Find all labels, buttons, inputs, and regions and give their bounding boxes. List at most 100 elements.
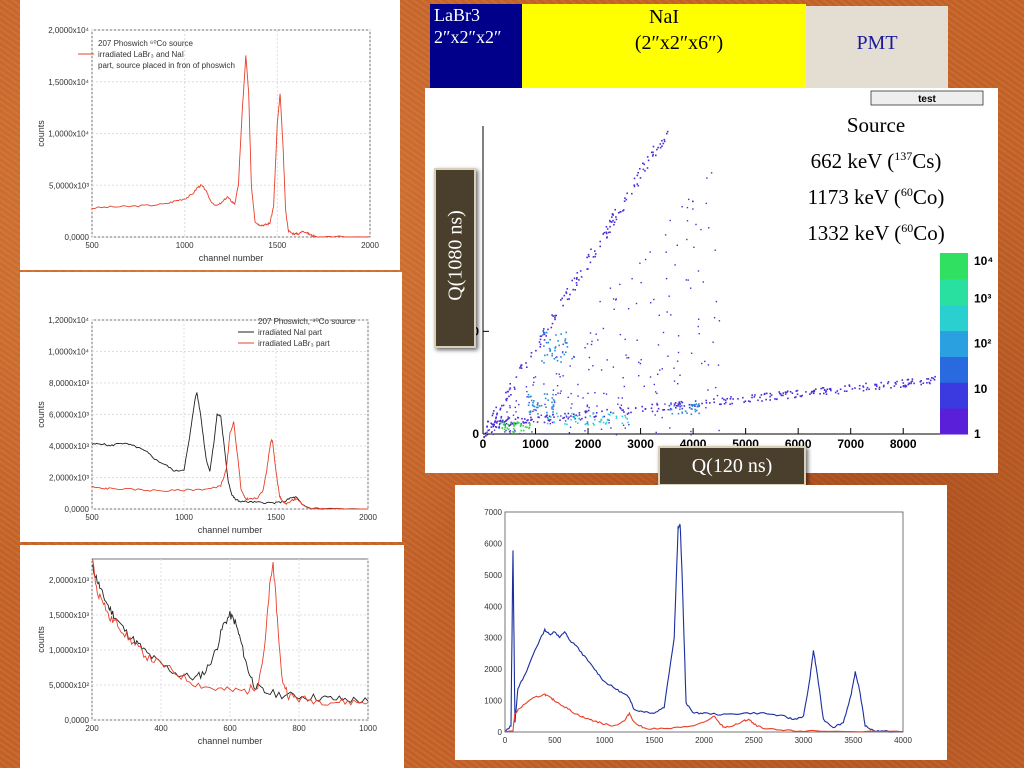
scatter-point [577, 395, 579, 397]
scatter-point [609, 287, 612, 289]
scatter-point [640, 359, 642, 361]
scatter-point [690, 430, 692, 433]
scatter-point [910, 382, 912, 385]
scatter-point [681, 407, 684, 410]
scatter-point [512, 427, 515, 430]
scatter-point [566, 298, 569, 301]
scatter-point [615, 298, 617, 300]
scatter-point [552, 413, 554, 415]
scatter-point [527, 393, 530, 396]
scatter-point [626, 357, 628, 359]
scatter-point [508, 425, 510, 427]
color-scale-segment [940, 253, 968, 280]
series-line-1 [91, 558, 369, 706]
scatter-point [612, 412, 614, 415]
scatter-point [664, 403, 666, 405]
scatter-point [697, 404, 700, 407]
legend-entry: 207 Phoswich ⁶⁰Co source [98, 39, 194, 48]
scatter-point [603, 415, 606, 418]
x-tick-label: 500 [548, 736, 562, 745]
scatter-point [837, 392, 840, 395]
scatter-point [573, 413, 575, 415]
y-tick-label: 4,0000x10³ [49, 442, 89, 451]
scatter-point [663, 409, 666, 411]
scatter-point [558, 373, 560, 375]
scatter-point [507, 416, 509, 418]
scatter-point [538, 341, 541, 343]
x-tick-label: 400 [154, 724, 168, 733]
scatter-point [533, 421, 535, 423]
x-tick-label: 1500 [267, 513, 285, 522]
scatter-point [801, 394, 803, 397]
scatter-point [538, 416, 540, 419]
scatter-point [695, 409, 698, 412]
y-tick-label: 7000 [484, 508, 502, 517]
scatter-point [683, 405, 686, 407]
scatter-point [624, 427, 626, 429]
scatter-point [883, 384, 885, 387]
scatter-point [896, 380, 898, 383]
scatter-point [813, 392, 815, 395]
y-axis-label: counts [36, 401, 46, 428]
scatter-point [520, 424, 522, 427]
scatter-point [603, 392, 605, 395]
scatter-point [543, 361, 545, 364]
scatter-point [602, 416, 604, 418]
scatter-point [544, 354, 546, 357]
scatter-point [556, 385, 559, 387]
scatter-point [526, 396, 528, 398]
y-tick-label: 0 [472, 427, 479, 441]
y-tick-label: 6,0000x10³ [49, 411, 89, 420]
scatter-point [922, 382, 925, 384]
scatter-point [568, 432, 571, 434]
scatter-point [585, 422, 588, 425]
scatter-point [724, 399, 727, 401]
source-legend: Source 662 keV (137Cs) 1173 keV (60Co) 1… [776, 110, 976, 249]
scatter-point [754, 394, 756, 396]
scatter-point [538, 405, 541, 407]
scatter-point [612, 214, 614, 216]
scatter-point [595, 333, 597, 335]
scatter-point [533, 400, 535, 402]
x-tick-label: 1000 [176, 241, 194, 250]
scatter-point [529, 411, 532, 413]
y-axis-label: counts [36, 626, 46, 653]
color-scale-label: 1 [974, 427, 981, 441]
x-tick-label: 3500 [844, 736, 862, 745]
pmt-label: PMT [856, 32, 898, 54]
scatter-point [569, 365, 571, 367]
scatter-point [615, 218, 618, 221]
scatter-point [730, 396, 732, 398]
scatter-point [865, 382, 867, 385]
scatter-point [681, 401, 684, 404]
color-scale-segment [940, 330, 968, 357]
scatter-point [706, 177, 708, 179]
scatter-point [524, 426, 527, 428]
scatter-point [698, 333, 700, 335]
scatter-point [640, 281, 642, 284]
scatter-point [558, 344, 560, 347]
scatter-point [554, 318, 556, 321]
scatter-point [543, 421, 546, 424]
color-scale-segment [940, 278, 968, 306]
y-tick-label: 5,0000x10³ [49, 181, 89, 190]
scatter-point [718, 429, 720, 432]
scatter-point [491, 414, 494, 417]
scatter-point [572, 416, 575, 418]
scatter-point [587, 423, 589, 426]
scatter-point [608, 419, 610, 421]
scatter-point [544, 403, 546, 406]
scatter-point [875, 383, 878, 386]
scatter-point [836, 390, 839, 392]
scatter-point [766, 392, 768, 395]
scatter-point [606, 228, 609, 230]
scatter-point [499, 407, 502, 410]
scatter-point [570, 419, 572, 421]
scatter-point [509, 406, 511, 409]
scatter-point [586, 256, 588, 259]
scatter-point [862, 385, 864, 387]
scatter-point [678, 402, 681, 405]
scatter-point [825, 390, 828, 392]
scatter-point [571, 357, 573, 360]
scatter-point [615, 415, 618, 418]
